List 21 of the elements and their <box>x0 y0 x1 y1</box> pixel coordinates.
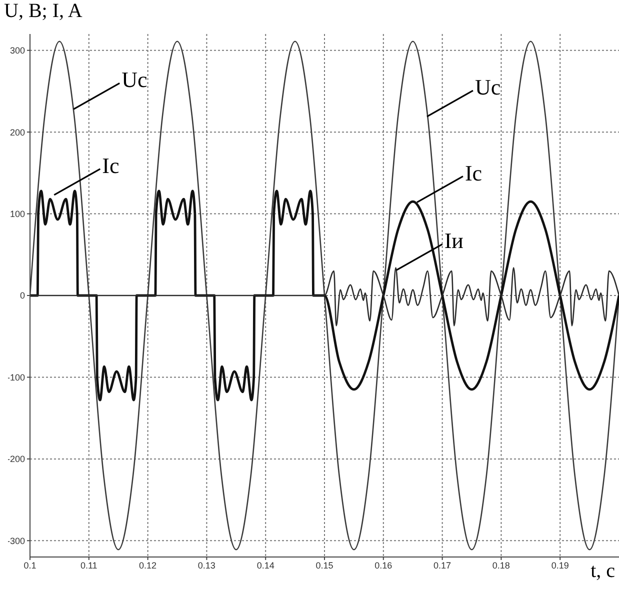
x-tick-label: 0.14 <box>256 560 274 570</box>
annotation: Ic <box>464 160 482 186</box>
x-tick-label: 0.13 <box>198 560 216 570</box>
annotation: Iи <box>444 228 464 254</box>
x-tick-label: 0.19 <box>551 560 569 570</box>
annotation: Uc <box>122 67 148 92</box>
x-tick-label: 0.11 <box>80 560 98 570</box>
y-tick-label: 100 <box>10 208 25 219</box>
y-axis-title: U, B; I, A <box>4 0 82 23</box>
x-tick-label: 0.1 <box>24 560 36 570</box>
y-tick-label: 300 <box>10 46 25 56</box>
y-tick-label: 200 <box>10 127 25 138</box>
x-tick-label: 0.17 <box>434 560 452 570</box>
x-tick-label: 0.12 <box>139 560 157 570</box>
x-tick-label: 0.16 <box>374 560 392 570</box>
x-tick-label: 0.15 <box>316 560 334 570</box>
x-tick-label: 0.18 <box>492 560 510 570</box>
annotation: Uc <box>474 74 501 100</box>
y-tick-label: 0 <box>20 290 25 301</box>
x-axis-title: t, c <box>590 560 615 583</box>
annotation: Ic <box>102 152 120 178</box>
